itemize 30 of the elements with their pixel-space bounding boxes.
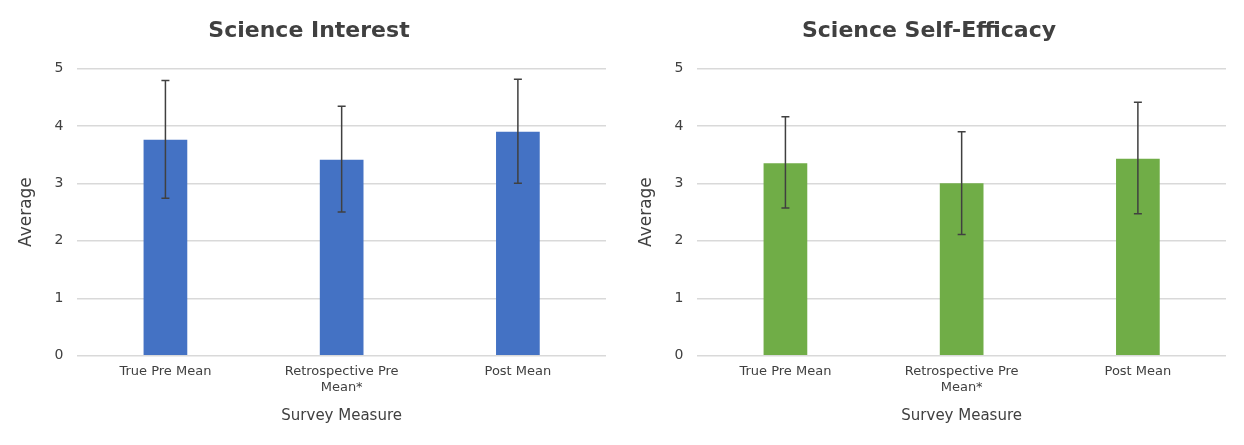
y-tick-label: 5 [674, 59, 684, 76]
x-tick-label: Post Mean [1104, 362, 1172, 378]
x-tick-label: True Pre Mean [738, 362, 832, 378]
y-tick-label: 5 [54, 59, 64, 76]
x-tick-label: Retrospective Pre Mean* [904, 362, 1019, 394]
bar [763, 163, 808, 356]
y-tick-label: 0 [54, 346, 64, 363]
y-tick-label: 3 [674, 174, 684, 190]
bar [939, 183, 984, 356]
y-axis-title: Average [634, 177, 655, 248]
bar [496, 131, 540, 356]
y-tick-label: 3 [54, 174, 64, 190]
y-axis-title: Average [14, 177, 35, 248]
y-tick-label: 2 [54, 231, 64, 248]
x-axis-title: Survey Measure [281, 405, 403, 424]
bar [319, 159, 364, 356]
bar [1116, 158, 1160, 356]
x-tick-label: Post Mean [484, 362, 552, 378]
chart-title: Science Interest [208, 16, 411, 42]
y-tick-label: 0 [674, 346, 684, 363]
y-tick-label: 4 [674, 116, 684, 133]
x-axis-title: Survey Measure [901, 405, 1023, 424]
x-tick-label: Retrospective Pre Mean* [284, 362, 399, 394]
x-tick-label: True Pre Mean [118, 362, 212, 378]
bar [143, 139, 188, 356]
y-tick-label: 4 [54, 116, 64, 133]
y-tick-label: 1 [54, 288, 64, 305]
chart-title: Science Self-Efficacy [801, 16, 1057, 42]
y-tick-label: 2 [674, 231, 684, 248]
y-tick-label: 1 [674, 288, 684, 305]
